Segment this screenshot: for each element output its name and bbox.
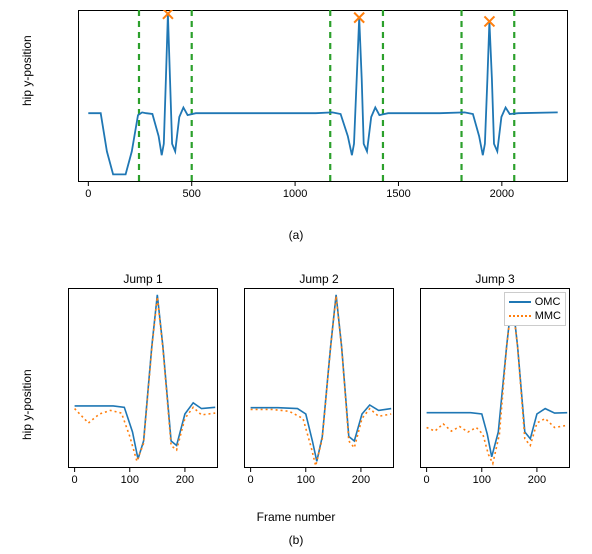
panel-a: 05001000150020000100200300400 — [78, 10, 568, 202]
panel-b-xlabel: Frame number — [0, 510, 592, 524]
panel-b-svg-1: 01002000100200300 — [68, 288, 218, 488]
svg-text:200: 200 — [176, 474, 194, 486]
legend-row-mmc: MMC — [509, 309, 561, 323]
svg-text:200: 200 — [528, 474, 546, 486]
panel-b-row: Jump 1 01002000100200300 Jump 2 0100200 … — [68, 288, 572, 488]
panel-b-sub-1: Jump 1 01002000100200300 — [68, 288, 218, 488]
legend-label-mmc: MMC — [535, 310, 561, 322]
svg-text:2000: 2000 — [490, 188, 514, 200]
svg-text:500: 500 — [183, 188, 201, 200]
legend: OMC MMC — [504, 292, 566, 326]
legend-row-omc: OMC — [509, 295, 561, 309]
svg-text:200: 200 — [352, 474, 370, 486]
svg-text:0: 0 — [72, 474, 78, 486]
svg-text:100: 100 — [121, 474, 139, 486]
panel-b-svg-2: 0 100 200 — [244, 288, 394, 488]
svg-text:1500: 1500 — [386, 188, 410, 200]
legend-swatch-mmc — [509, 315, 531, 317]
svg-text:100: 100 — [297, 474, 315, 486]
legend-swatch-omc — [509, 301, 531, 303]
panel-a-svg: 05001000150020000100200300400 — [78, 10, 568, 202]
svg-text:0: 0 — [248, 474, 254, 486]
subtitle-3: Jump 3 — [420, 272, 570, 286]
panel-a-caption: (a) — [0, 228, 592, 242]
panel-b-ylabel: hip y-position — [20, 369, 34, 440]
panel-b-caption: (b) — [0, 533, 592, 547]
figure: hip y-position 0500100015002000010020030… — [0, 0, 592, 554]
svg-text:0: 0 — [424, 474, 430, 486]
svg-text:100: 100 — [473, 474, 491, 486]
subtitle-1: Jump 1 — [68, 272, 218, 286]
panel-b-sub-2: Jump 2 0100200 — [244, 288, 394, 488]
panel-b-sub-3: Jump 3 0100200 OMC MMC — [420, 288, 570, 488]
legend-label-omc: OMC — [535, 296, 561, 308]
subtitle-2: Jump 2 — [244, 272, 394, 286]
svg-text:1000: 1000 — [283, 188, 307, 200]
panel-a-ylabel: hip y-position — [20, 35, 34, 106]
svg-text:0: 0 — [85, 188, 91, 200]
